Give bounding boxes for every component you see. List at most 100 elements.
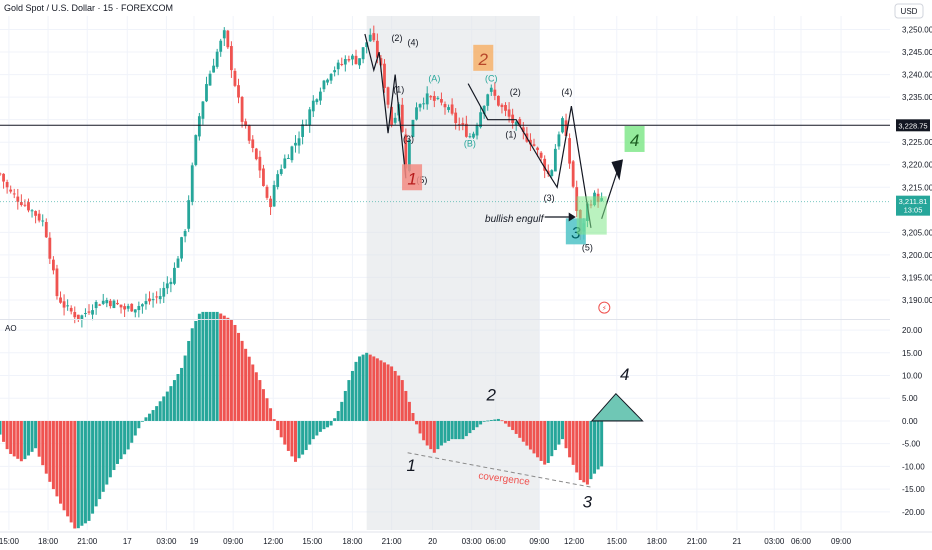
- candle-body: [233, 70, 237, 86]
- candle-body: [557, 134, 561, 147]
- ao-bar: [443, 420, 447, 443]
- ao-wave-number: 2: [486, 386, 497, 405]
- time-tick-label: 18:00: [342, 537, 363, 546]
- candle-body: [219, 40, 223, 52]
- ao-bar: [418, 420, 422, 434]
- candle-body: [322, 80, 326, 90]
- candle-body: [183, 230, 187, 237]
- ao-bar: [269, 408, 273, 421]
- candle-body: [472, 133, 475, 138]
- candle-body: [457, 124, 461, 126]
- ao-pane: [0, 311, 604, 529]
- candle-body: [59, 297, 62, 303]
- candle-body: [464, 123, 468, 137]
- price-tick-label: 3,220.00: [902, 161, 932, 170]
- ao-bar: [219, 313, 223, 421]
- ao-bar: [589, 420, 593, 480]
- price-tick-label: 3,195.00: [902, 273, 932, 282]
- annotations: (2)(4)(1)(3)(5)(A)(B)(C)(2)(1)(4)(3)(5)1…: [364, 33, 645, 511]
- ao-bar: [265, 398, 269, 421]
- engulf-highlight: [576, 196, 607, 235]
- ao-bar: [290, 420, 294, 457]
- ao-bar: [407, 401, 411, 421]
- ao-bar: [308, 420, 312, 445]
- candle-body: [333, 70, 337, 73]
- ao-bar: [172, 380, 176, 421]
- candle-body: [294, 142, 297, 146]
- candle-body: [336, 62, 340, 70]
- candle-body: [429, 96, 433, 98]
- time-tick-label: 09:00: [831, 537, 852, 546]
- ao-bar: [158, 401, 162, 421]
- ao-bar: [176, 374, 180, 421]
- candle-body: [137, 305, 141, 311]
- ao-bar: [119, 420, 123, 460]
- ao-bar: [422, 420, 426, 441]
- ao-indicator-label: AO: [5, 324, 17, 333]
- ao-bar: [375, 358, 379, 421]
- ao-bar: [297, 420, 301, 459]
- price-tick-label: 3,205.00: [902, 228, 932, 237]
- ao-bar: [571, 420, 575, 465]
- wave-label: (2): [391, 33, 402, 43]
- candle-body: [173, 267, 176, 284]
- candle-body: [521, 127, 525, 132]
- time-tick-label: 21:00: [77, 537, 98, 546]
- ao-bar: [343, 390, 347, 421]
- price-pane: [0, 25, 890, 328]
- ao-bar: [201, 311, 205, 421]
- ao-bar: [432, 420, 436, 453]
- ao-bar: [80, 420, 84, 526]
- ao-bar: [48, 420, 52, 482]
- session-highlight: [366, 16, 540, 530]
- ao-bar: [386, 364, 390, 421]
- candle-body: [308, 109, 312, 126]
- ao-bar: [101, 420, 105, 492]
- ao-bar: [272, 419, 276, 421]
- wave-line: [467, 83, 592, 228]
- candle-body: [425, 93, 429, 105]
- candle-body: [283, 158, 287, 169]
- candle-body: [37, 213, 41, 221]
- ao-tick-label: 15.00: [902, 349, 923, 358]
- candle-body: [497, 95, 500, 106]
- ao-bar: [585, 420, 589, 485]
- candle-body: [44, 222, 48, 238]
- candle-body: [27, 202, 30, 211]
- time-tick-label: 09:00: [223, 537, 244, 546]
- ao-bar: [518, 420, 522, 438]
- ao-bar: [404, 390, 408, 421]
- level-badge-label: 3,228.75: [898, 121, 927, 130]
- ao-bar: [30, 420, 34, 452]
- candle-body: [80, 315, 84, 320]
- ao-bar: [123, 420, 127, 455]
- candle-body: [351, 55, 354, 60]
- candle-body: [148, 298, 151, 302]
- ao-bar: [439, 420, 443, 446]
- time-tick-label: 03:00: [764, 537, 785, 546]
- ao-bar: [397, 375, 401, 421]
- ao-bar: [557, 420, 561, 445]
- candle-body: [165, 283, 169, 289]
- candle-body: [98, 304, 102, 306]
- candle-body: [84, 313, 87, 315]
- candle-body: [543, 158, 547, 171]
- candle-body: [123, 306, 126, 310]
- ao-bar: [240, 340, 244, 421]
- ao-bar: [500, 420, 504, 422]
- candle-body: [108, 300, 112, 307]
- candle-body: [383, 63, 386, 89]
- candle-body: [101, 300, 105, 304]
- candle-body: [258, 156, 262, 171]
- ao-tick-label: 10.00: [902, 372, 923, 381]
- candle-body: [262, 168, 265, 186]
- ao-bar: [358, 356, 362, 421]
- candle-body: [482, 105, 486, 115]
- candle-body: [208, 73, 212, 86]
- arrow-head: [611, 159, 623, 181]
- candle-body: [276, 174, 280, 187]
- ao-bar: [340, 401, 344, 421]
- price-tick-label: 3,250.00: [902, 26, 932, 35]
- convergence-line: [407, 452, 592, 488]
